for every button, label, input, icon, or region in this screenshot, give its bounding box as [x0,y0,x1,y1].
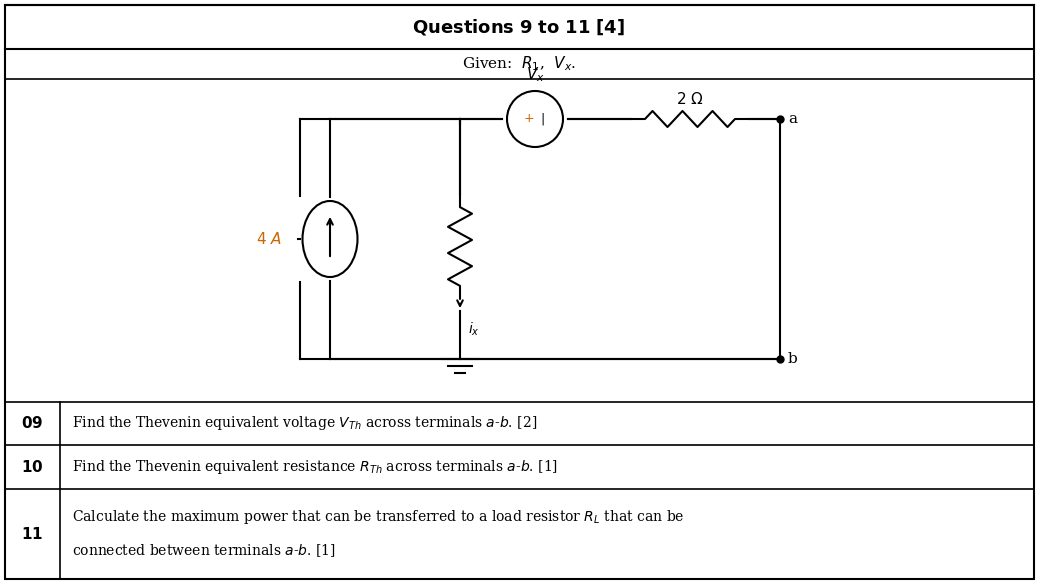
Text: a: a [788,112,797,126]
Text: $4\ A$: $4\ A$ [256,231,282,247]
Text: $\mathbf{10}$: $\mathbf{10}$ [21,459,44,475]
Text: $\mathbf{09}$: $\mathbf{09}$ [21,415,43,432]
Text: $|$: $|$ [539,111,544,127]
Text: $\mathbf{Questions\ 9\ to\ 11\ [4]}$: $\mathbf{Questions\ 9\ to\ 11\ [4]}$ [412,17,625,37]
Text: $\mathbf{11}$: $\mathbf{11}$ [21,526,43,542]
Text: $2\ \Omega$: $2\ \Omega$ [676,91,703,107]
Text: $i_x$: $i_x$ [468,321,480,338]
Text: Find the Thevenin equivalent resistance $R_{Th}$ across terminals $a$-$b$. [1]: Find the Thevenin equivalent resistance … [72,458,558,476]
Text: Given:  $R_1$,  $V_x$.: Given: $R_1$, $V_x$. [462,55,577,74]
Text: $+$: $+$ [524,113,535,126]
Text: Find the Thevenin equivalent voltage $V_{Th}$ across terminals $a$-$b$. [2]: Find the Thevenin equivalent voltage $V_… [72,415,537,433]
Text: connected between terminals $a$-$b$. [1]: connected between terminals $a$-$b$. [1] [72,543,336,559]
Text: b: b [788,352,798,366]
Text: $V_x$: $V_x$ [526,65,544,84]
Text: Calculate the maximum power that can be transferred to a load resistor $R_L$ tha: Calculate the maximum power that can be … [72,508,685,526]
FancyBboxPatch shape [5,5,1034,579]
